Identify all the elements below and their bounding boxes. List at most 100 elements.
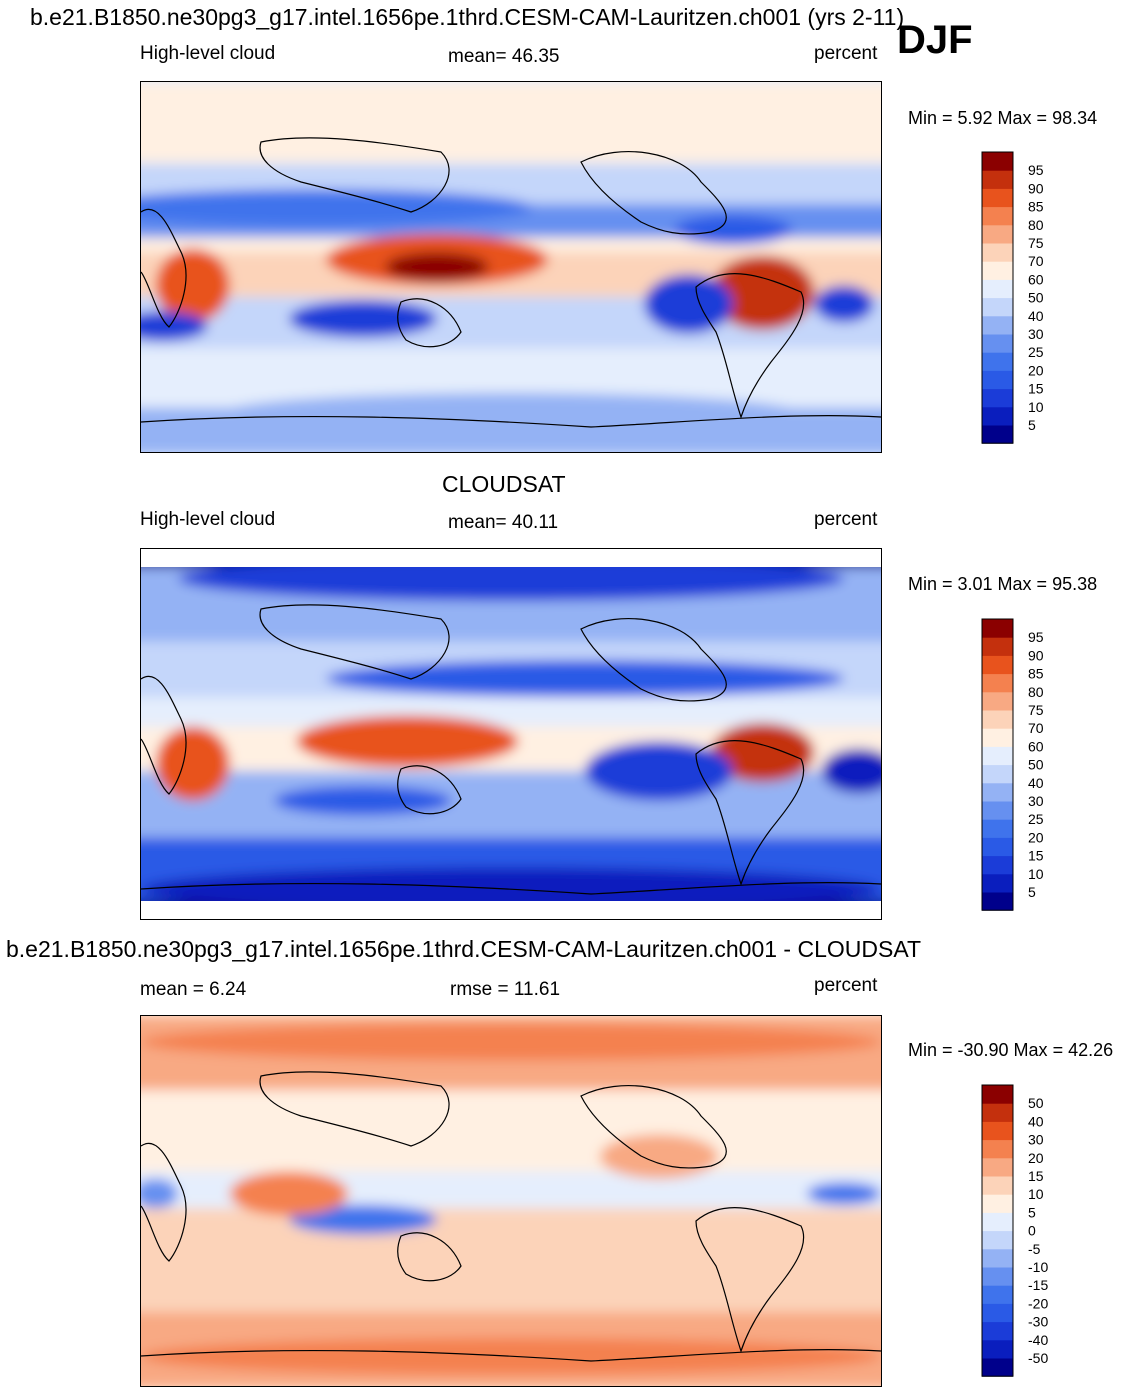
colorbar-tick-label: -10 [1028, 1259, 1048, 1275]
map-coastline [141, 1349, 881, 1362]
panel-title: CLOUDSAT [442, 471, 566, 497]
panel-mean-label: mean= 46.35 [448, 46, 560, 67]
colorbar-tick-label: 60 [1028, 738, 1044, 754]
map-coastline [695, 740, 805, 886]
colorbar-cell [982, 801, 1013, 820]
map-lat-band [141, 771, 881, 840]
map-coastline [695, 273, 805, 419]
colorbar-cell [982, 673, 1013, 693]
map-feature [215, 392, 807, 438]
colorbar-tick-label: 40 [1028, 775, 1044, 791]
panel-units-label: percent [814, 43, 878, 64]
map-coastline [397, 298, 462, 348]
map-coastline [580, 151, 727, 235]
colorbar-cell [982, 1194, 1013, 1213]
colorbar-cell [982, 406, 1013, 426]
colorbar-tick-label: -15 [1028, 1277, 1048, 1293]
map-feature [141, 1023, 881, 1061]
colorbar-tick-label: 90 [1028, 647, 1044, 663]
colorbar-cell [982, 1303, 1013, 1323]
map-coastline [259, 137, 450, 213]
colorbar-cell [982, 655, 1013, 675]
colorbar-cell [982, 1121, 1013, 1141]
colorbar-frame [981, 1084, 1014, 1377]
colorbar-cell [982, 1285, 1013, 1304]
colorbar-tick-label: 20 [1028, 362, 1044, 378]
colorbar-tick-label: 25 [1028, 811, 1044, 827]
colorbar-tick-label: 10 [1028, 399, 1044, 415]
colorbar-cell [982, 1321, 1013, 1341]
colorbar-tick-label: 75 [1028, 235, 1044, 251]
colorbar-cell [982, 855, 1013, 875]
colorbar-cell [982, 170, 1013, 189]
colorbar-cell [982, 1212, 1013, 1232]
panel-left-label: mean = 6.24 [140, 979, 247, 1000]
colorbar-cell [982, 1339, 1013, 1359]
colorbar-tick-label: -40 [1028, 1332, 1048, 1348]
map-coastline [580, 1085, 727, 1169]
colorbar-tick-label: -50 [1028, 1350, 1048, 1366]
colorbar-tick-label: 0 [1028, 1223, 1036, 1239]
map-coastline [397, 765, 462, 815]
panel-left-label: High-level cloud [140, 509, 276, 530]
colorbar-tick-label: 95 [1028, 629, 1044, 645]
colorbar-tick-label: 80 [1028, 684, 1044, 700]
colorbar-tick-label: 90 [1028, 180, 1044, 196]
map-cloudsat [140, 548, 882, 920]
colorbar-tick-label: 50 [1028, 1095, 1044, 1111]
colorbar-tick-label: 60 [1028, 271, 1044, 287]
colorbar-cell [982, 297, 1013, 317]
colorbar-tick-label: 25 [1028, 344, 1044, 360]
colorbar-cell [982, 1248, 1013, 1268]
colorbar-tick-label: 75 [1028, 702, 1044, 718]
map-feature [644, 274, 733, 334]
colorbar-cell [982, 892, 1013, 911]
colorbar-tick-label: 10 [1028, 1186, 1044, 1202]
colorbar-cell [982, 746, 1013, 766]
colorbar-tick-label: 70 [1028, 253, 1044, 269]
panel-minmax-label: Min = 5.92 Max = 98.34 [908, 108, 1098, 128]
map-lat-band [141, 82, 881, 166]
map-feature [326, 660, 844, 697]
colorbar-tick-label: 5 [1028, 1204, 1036, 1220]
map-feature [141, 311, 208, 341]
panel-left-label: High-level cloud [140, 43, 276, 64]
map-feature [155, 726, 230, 801]
map-coastline [141, 1142, 187, 1262]
colorbar-cell [982, 261, 1013, 280]
colorbar-tick-label: -5 [1028, 1241, 1041, 1257]
colorbar-tick-label: 85 [1028, 666, 1044, 682]
panel-units-label: percent [814, 975, 878, 996]
map-coastline [259, 1071, 450, 1147]
map-coastline [580, 618, 727, 702]
colorbar-cell [982, 710, 1013, 729]
colorbar-difference: -50 -40 -30 -20 -15 -10 -5 0 5 10 15 20 30 40 50 [981, 1084, 1072, 1381]
map-feature [229, 1171, 349, 1216]
map-feature [807, 1182, 881, 1205]
colorbar-cell [982, 1085, 1013, 1104]
panel-units-label: percent [814, 509, 878, 530]
colorbar-cell [982, 388, 1013, 408]
colorbar-tick-label: 70 [1028, 720, 1044, 736]
colorbar-tick-label: 30 [1028, 1132, 1044, 1148]
colorbar-cell [982, 352, 1013, 371]
panel-rmse-label: rmse = 11.61 [450, 979, 561, 1000]
colorbar-tick-label: 95 [1028, 162, 1044, 178]
colorbar-cell [982, 152, 1013, 171]
colorbar-cell [982, 637, 1013, 656]
colorbar-cell [982, 819, 1013, 838]
panel-mean-label: mean= 40.11 [448, 512, 559, 533]
panel-title: b.e21.B1850.ne30pg3_g17.intel.1656pe.1th… [6, 936, 922, 962]
colorbar-cell [982, 728, 1013, 747]
colorbar-tick-label: 5 [1028, 417, 1036, 433]
colorbar-frame [981, 618, 1014, 911]
map-coastline [141, 675, 187, 795]
map-feature [141, 1178, 178, 1209]
colorbar-cell [982, 279, 1013, 299]
colorbar-cell [982, 206, 1013, 226]
colorbar-cell [982, 691, 1013, 711]
colorbar-cloudsat: 5 10 15 20 25 30 40 50 60 70 75 80 85 90 95 [981, 618, 1072, 915]
colorbar-tick-label: 80 [1028, 217, 1044, 233]
colorbar-tick-label: 15 [1028, 848, 1044, 864]
map-coastline [141, 882, 881, 895]
